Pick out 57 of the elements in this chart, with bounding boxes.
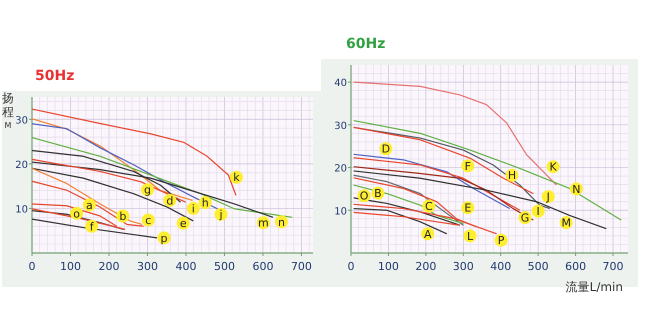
y-tick-label: 20 (334, 164, 347, 175)
annotation: F (464, 160, 471, 173)
annotation: i (192, 202, 195, 216)
x-tick-label: 200 (98, 260, 120, 273)
annotation: G (520, 212, 530, 225)
annotation: d (166, 194, 174, 208)
annotation: I (536, 205, 540, 218)
annotation: A (424, 228, 432, 241)
x-tick-label: 100 (60, 260, 81, 273)
x-tick-label: 200 (415, 260, 436, 273)
annotation: g (144, 184, 151, 197)
annotation: e (180, 217, 187, 230)
annotation: E (464, 202, 472, 215)
annotation: c (145, 214, 152, 228)
annotation: M (561, 216, 571, 230)
annotation: f (90, 220, 95, 234)
annotation: L (466, 230, 474, 243)
annotation: k (233, 171, 240, 184)
x-tick-label: 500 (214, 260, 235, 273)
annotation: K (550, 160, 558, 174)
annotation: N (572, 182, 580, 196)
x-tick-label: 400 (175, 260, 196, 273)
x-tick-label: 0 (348, 260, 354, 273)
annotation: O (360, 190, 369, 203)
y-tick-label: 30 (15, 115, 28, 126)
annotation: j (218, 208, 223, 222)
y-tick-label: 20 (15, 160, 28, 171)
x-tick-label: 600 (565, 260, 586, 273)
x-tick-label: 300 (452, 260, 474, 273)
y-tick-label: 40 (334, 78, 347, 90)
annotation: p (160, 232, 168, 245)
x-tick-label: 600 (252, 260, 274, 273)
annotation: J (546, 190, 550, 204)
x-axis-title: 流量L/min (566, 280, 623, 294)
x-tick-label: 0 (28, 260, 36, 273)
y-tick-label: 30 (334, 120, 347, 132)
chart-title: 60Hz (346, 36, 386, 52)
annotation: D (382, 142, 390, 156)
annotation: n (278, 216, 285, 229)
x-tick-label: 300 (136, 260, 158, 273)
annotation: m (258, 216, 269, 230)
chart-title: 50Hz (35, 68, 74, 84)
annotation: H (508, 169, 516, 182)
annotation: C (425, 200, 434, 213)
annotation: B (374, 187, 382, 200)
annotation: o (73, 207, 80, 220)
annotation: P (498, 234, 505, 248)
y-tick-label: 10 (15, 204, 28, 216)
annotation: a (86, 198, 93, 212)
x-tick-label: 700 (602, 260, 624, 273)
x-tick-label: 700 (290, 260, 312, 273)
x-tick-label: 400 (490, 260, 512, 273)
annotation: h (202, 196, 209, 210)
y-tick-label: 10 (334, 206, 347, 218)
annotation: b (119, 210, 126, 224)
x-tick-label: 500 (528, 260, 549, 273)
x-tick-label: 100 (378, 260, 399, 273)
